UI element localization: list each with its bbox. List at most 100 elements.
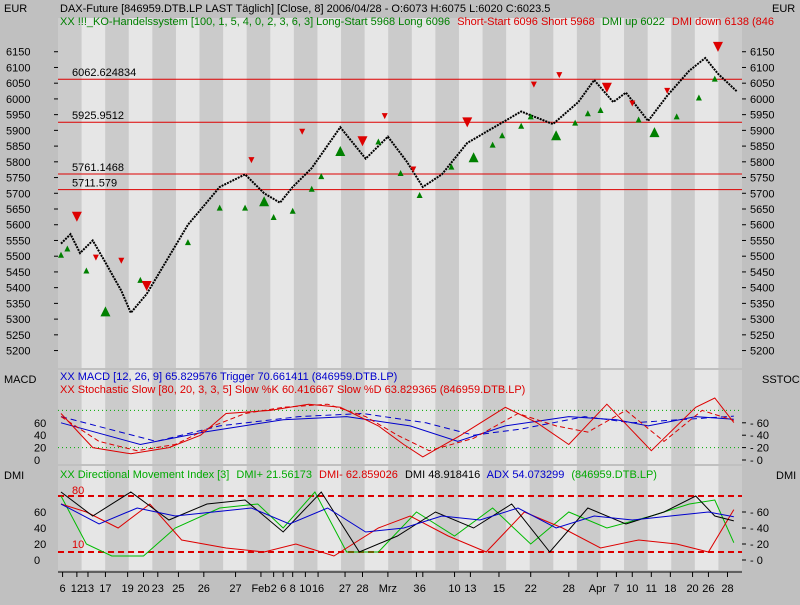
- week-stripe: [576, 18, 601, 368]
- long-signal-marker: [83, 267, 90, 274]
- date-tick-label: 8: [290, 583, 296, 595]
- short-signal-marker: [118, 257, 125, 264]
- long-signal-marker: [289, 207, 296, 214]
- week-stripe: [624, 370, 648, 464]
- price-tick-label-right: 5700: [750, 188, 774, 200]
- long-signal-marker: [416, 191, 423, 198]
- week-stripe: [718, 466, 742, 570]
- system-prefix: XX !!!_KO-Handelssystem [100, 1, 5, 4, 0…: [60, 16, 450, 28]
- long-signal-marker: [375, 138, 382, 145]
- long-signal-marker: [649, 127, 660, 138]
- dmi-legend-prefix: XX Directional Movement Index [3]: [60, 469, 229, 481]
- price-tick-label-left: 5300: [6, 314, 30, 326]
- price-tick-label-right: 5750: [750, 173, 774, 185]
- macd-legend: XX MACD [12, 26, 9] 65.829576 Trigger 70…: [60, 371, 397, 383]
- price-tick-label-left: 5600: [6, 220, 30, 232]
- dmi-tick-label-left: 40: [34, 523, 46, 535]
- dmi-tick-label-right: - 40: [750, 523, 769, 535]
- date-tick-label: 16: [312, 583, 324, 595]
- price-tick-label-right: 6150: [750, 47, 774, 59]
- system-legend: XX !!!_KO-Handelssystem [100, 1, 5, 4, 0…: [60, 16, 774, 28]
- price-level-lines: 6062.624834 5925.9512 5761.1468 5711.579: [58, 67, 742, 191]
- price-tick-label-right: 5900: [750, 125, 774, 137]
- dmi-legend: XX Directional Movement Index [3] DMI+ 2…: [60, 469, 657, 481]
- date-tick-label: 7: [613, 583, 619, 595]
- price-tick-label-left: 5850: [6, 141, 30, 153]
- date-tick-label: 23: [152, 583, 164, 595]
- dmi-tick-label-left: 60: [34, 507, 46, 519]
- short-signal-marker: [141, 280, 152, 291]
- long-signal-marker: [308, 185, 315, 192]
- currency-right-label: EUR: [772, 3, 795, 15]
- macd-tick-label-left: 0: [34, 455, 40, 467]
- short-signal-marker: [556, 72, 563, 79]
- long-signal-marker: [216, 204, 223, 211]
- macd-tick-label-left: 60: [34, 418, 46, 430]
- price-tick-label-left: 5500: [6, 251, 30, 263]
- week-stripe: [388, 466, 412, 570]
- system-short: Short-Start 6096 Short 5968: [457, 16, 595, 28]
- week-stripe: [341, 370, 365, 464]
- long-signal-marker: [335, 145, 346, 156]
- date-tick-label: 26: [198, 583, 210, 595]
- date-tick-label: 25: [172, 583, 184, 595]
- week-stripe: [105, 466, 129, 570]
- date-tick-label: 27: [229, 583, 241, 595]
- short-signal-marker: [71, 211, 82, 222]
- week-stripe: [246, 370, 271, 464]
- stoch-tick-label-right: - 40: [750, 430, 769, 442]
- long-signal-marker: [448, 163, 455, 170]
- stoch-tick-label-right: - 0: [750, 455, 763, 467]
- price-tick-label-left: 5750: [6, 173, 30, 185]
- short-signal-marker: [92, 254, 99, 261]
- price-tick-label-left: 5700: [6, 188, 30, 200]
- price-tick-label-left: 5200: [6, 346, 30, 358]
- week-stripe: [199, 18, 224, 368]
- price-tick-label-right: 6000: [750, 94, 774, 106]
- week-stripe: [482, 370, 507, 464]
- week-stripe: [199, 466, 224, 570]
- week-stripe: [435, 466, 459, 570]
- week-stripe: [152, 466, 176, 570]
- week-stripe: [576, 370, 601, 464]
- week-stripe: [58, 466, 82, 570]
- macd-tick-label-left: 20: [34, 443, 46, 455]
- dmi-legend-suffix: (846959.DTB.LP): [571, 469, 657, 481]
- price-tick-label-left: 5250: [6, 330, 30, 342]
- price-level-label: 5925.9512: [72, 110, 124, 122]
- weekday-stripes: [58, 18, 742, 570]
- long-signal-marker: [64, 245, 71, 252]
- stoch-tick-label-right: - 20: [750, 443, 769, 455]
- price-tick-label-right: 5600: [750, 220, 774, 232]
- price-level-label: 5761.1468: [72, 162, 124, 174]
- long-signal-marker: [242, 204, 249, 211]
- date-tick-label: 6: [280, 583, 286, 595]
- week-stripe: [152, 18, 176, 368]
- signal-markers: [58, 41, 723, 317]
- week-stripe: [624, 18, 648, 368]
- dmi-legend-dmi: DMI 48.918416: [405, 469, 480, 481]
- system-dmi-up: DMI up 6022: [602, 16, 665, 28]
- price-tick-label-right: 5250: [750, 330, 774, 342]
- price-tick-label-right: 5850: [750, 141, 774, 153]
- price-tick-label-right: 5500: [750, 251, 774, 263]
- price-tick-label-left: 5650: [6, 204, 30, 216]
- long-signal-marker: [673, 113, 680, 120]
- long-signal-marker: [318, 173, 325, 180]
- long-signal-marker: [397, 169, 404, 176]
- date-tick-label: 13: [464, 583, 476, 595]
- week-stripe: [246, 466, 271, 570]
- price-tick-label-left: 6000: [6, 94, 30, 106]
- system-dmi-down: DMI down 6138 (846: [672, 16, 774, 28]
- date-tick-label: 10: [299, 583, 311, 595]
- date-tick-label: 27: [339, 583, 351, 595]
- dmi-upper-label: 80: [72, 485, 84, 497]
- dmi-panel-label-right: DMI: [776, 470, 796, 482]
- long-signal-marker: [711, 75, 718, 82]
- price-tick-label-right: 5650: [750, 204, 774, 216]
- week-stripe: [58, 18, 82, 368]
- week-stripe: [199, 370, 224, 464]
